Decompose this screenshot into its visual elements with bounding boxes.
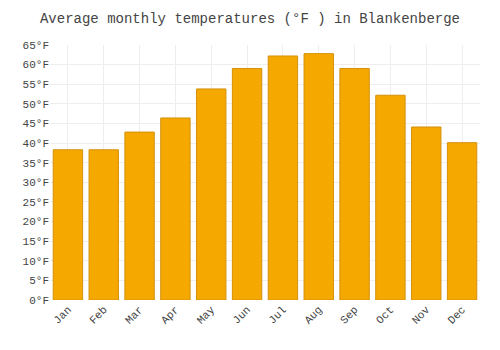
svg-text:Sep: Sep [338, 304, 360, 326]
svg-text:Mar: Mar [123, 304, 145, 326]
svg-text:20°F: 20°F [23, 216, 49, 228]
svg-text:60°F: 60°F [23, 59, 49, 71]
svg-text:35°F: 35°F [23, 158, 49, 170]
svg-text:Aug: Aug [302, 304, 324, 326]
svg-text:55°F: 55°F [23, 79, 49, 91]
svg-text:40°F: 40°F [23, 138, 49, 150]
svg-text:5°F: 5°F [29, 275, 49, 287]
svg-text:Nov: Nov [410, 304, 433, 327]
svg-text:Average monthly temperatures (: Average monthly temperatures (°F ) in Bl… [40, 11, 460, 27]
svg-text:May: May [195, 304, 218, 327]
svg-text:10°F: 10°F [23, 256, 49, 268]
svg-text:0°F: 0°F [29, 295, 49, 307]
svg-text:Jan: Jan [51, 304, 73, 326]
svg-text:65°F: 65°F [23, 40, 49, 52]
svg-text:Apr: Apr [159, 304, 181, 326]
svg-text:Dec: Dec [446, 304, 468, 326]
svg-text:45°F: 45°F [23, 118, 49, 130]
svg-text:15°F: 15°F [23, 236, 49, 248]
svg-text:Jul: Jul [266, 304, 288, 326]
svg-text:Oct: Oct [374, 304, 396, 326]
svg-text:30°F: 30°F [23, 177, 49, 189]
svg-text:Feb: Feb [87, 304, 109, 326]
svg-text:25°F: 25°F [23, 197, 49, 209]
svg-text:Jun: Jun [231, 304, 253, 326]
svg-text:50°F: 50°F [23, 99, 49, 111]
